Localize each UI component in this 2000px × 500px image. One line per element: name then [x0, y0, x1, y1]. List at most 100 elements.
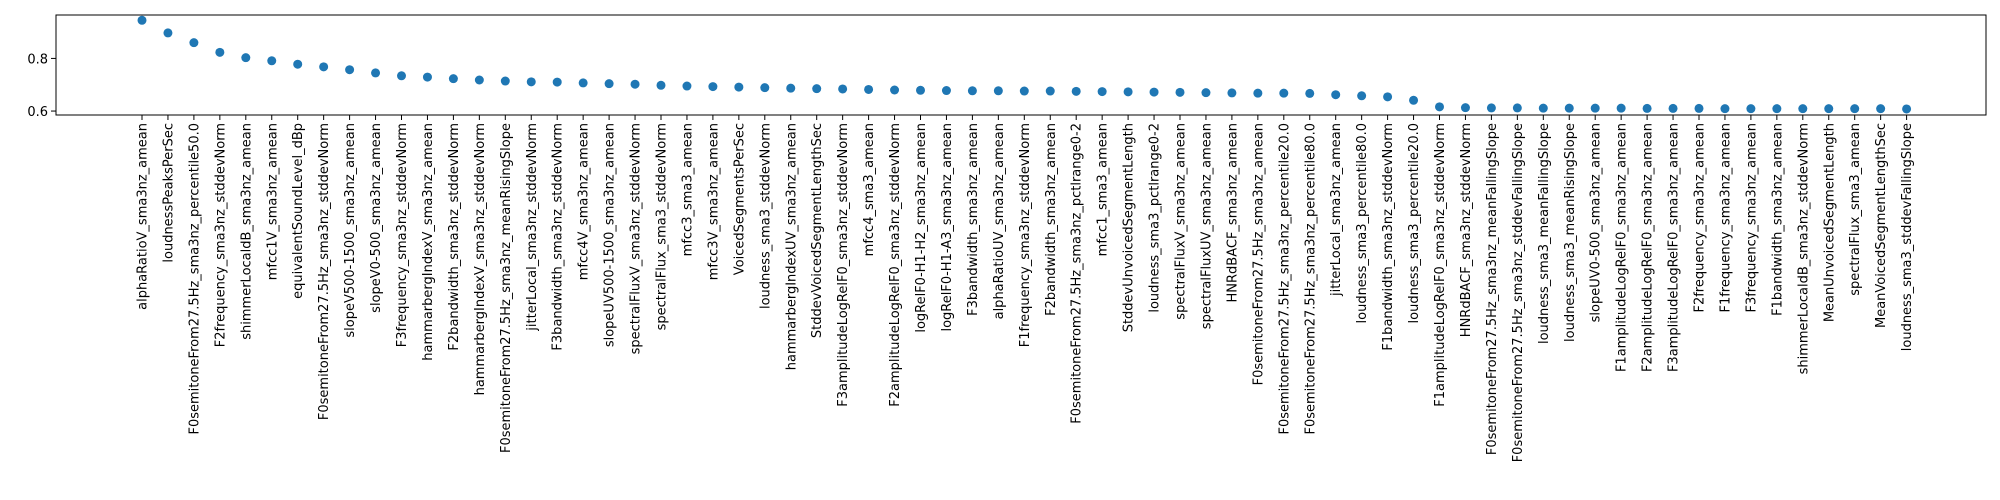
data-point	[552, 77, 562, 87]
x-tick-label: logRelF0-H1-A3_sma3nz_amean	[940, 123, 955, 332]
data-point	[916, 85, 925, 95]
x-tick-label: F1frequency_sma3nz_stddevNorm	[1018, 123, 1033, 347]
x-tick-label: F0semitoneFrom27.5Hz_sma3nz_pctlrange0-2	[1070, 123, 1085, 424]
x-tick-label: loudness_sma3_meanRisingSlope	[1563, 123, 1578, 342]
x-tick-label: MeanVoicedSegmentLengthSec	[1874, 123, 1889, 328]
data-point	[734, 82, 744, 92]
x-tick-label: VoicedSegmentsPerSec	[732, 123, 747, 275]
data-point	[864, 84, 874, 94]
data-point	[656, 80, 666, 90]
data-point	[1486, 103, 1496, 113]
x-tick-label: shimmerLocaldB_sma3nz_stddevNorm	[1796, 123, 1811, 374]
data-point	[1123, 87, 1133, 97]
x-tick-label: StddevVoicedSegmentLengthSec	[810, 123, 825, 338]
data-point	[1201, 88, 1211, 98]
data-point	[1746, 104, 1756, 114]
x-tick-label: F3frequency_sma3nz_stddevNorm	[395, 123, 410, 347]
x-tick-label: F1amplitudeLogRelF0_sma3nz_stddevNorm	[1433, 123, 1448, 407]
data-point	[578, 78, 588, 88]
data-point	[1149, 87, 1159, 97]
data-point	[1019, 86, 1029, 96]
data-point	[1045, 86, 1055, 96]
data-point	[397, 71, 406, 81]
data-point	[1798, 104, 1808, 114]
x-tick-label: F3amplitudeLogRelF0_sma3nz_amean	[1667, 123, 1682, 372]
data-point	[1253, 88, 1263, 98]
x-tick-label: F2bandwidth_sma3nz_stddevNorm	[447, 123, 462, 351]
x-tick-label: jitterLocal_sma3nz_amean	[1329, 123, 1344, 297]
data-point	[1720, 104, 1730, 114]
data-point	[1824, 104, 1834, 114]
x-tick-label: spectralFluxUV_sma3nz_amean	[1199, 123, 1214, 329]
x-tick-label: mfcc4_sma3_amean	[862, 123, 877, 256]
data-point	[241, 53, 251, 63]
data-point	[422, 72, 432, 82]
data-point	[1642, 103, 1652, 113]
data-point	[1357, 91, 1367, 101]
data-point	[1331, 90, 1341, 100]
x-tick-label: loudness_sma3_stddevFallingSlope	[1900, 123, 1915, 351]
x-tick-label: spectralFluxV_sma3nz_stddevNorm	[629, 123, 644, 354]
data-point	[1876, 104, 1886, 114]
data-point	[1590, 103, 1600, 113]
plot-area	[55, 14, 1987, 116]
data-point	[604, 79, 614, 89]
x-tick-label: spectralFluxV_sma3nz_amean	[1174, 123, 1189, 320]
x-tick-label: F3bandwidth_sma3nz_stddevNorm	[551, 123, 566, 351]
data-point	[163, 28, 173, 38]
data-point	[1564, 103, 1574, 113]
x-tick-label: F0semitoneFrom27.5Hz_sma3nz_amean	[1251, 123, 1266, 385]
data-point	[1694, 103, 1704, 113]
data-point	[708, 82, 718, 92]
data-point	[812, 84, 822, 94]
x-tick-label: loudness_sma3_percentile20.0	[1407, 123, 1422, 323]
data-point	[760, 83, 770, 93]
x-tick-label: F1bandwidth_sma3nz_amean	[1770, 123, 1785, 316]
x-tick-label: alphaRatioV_sma3nz_amean	[136, 123, 151, 310]
x-tick-label: F1frequency_sma3nz_amean	[1718, 123, 1733, 313]
data-point	[1668, 103, 1678, 113]
x-tick-label: slopeV0-500_sma3nz_amean	[369, 123, 384, 313]
data-point	[890, 85, 900, 95]
data-point	[1616, 103, 1626, 113]
x-tick-label: F2amplitudeLogRelF0_sma3nz_stddevNorm	[888, 123, 903, 407]
data-point	[1279, 88, 1289, 98]
x-tick-label: slopeUV0-500_sma3nz_amean	[1589, 123, 1604, 322]
x-tick-label: shimmerLocaldB_sma3nz_amean	[239, 123, 254, 340]
data-point	[267, 56, 277, 66]
x-tick-label: spectralFlux_sma3_amean	[1848, 123, 1863, 296]
x-tick-label: loudness_sma3_stddevNorm	[758, 123, 773, 309]
x-tick-label: F2bandwidth_sma3nz_amean	[1044, 123, 1059, 316]
x-tick-label: loudness_sma3_meanFallingSlope	[1537, 123, 1552, 344]
data-point	[1071, 86, 1081, 96]
data-point	[1850, 104, 1860, 114]
x-tick-label: hammarbergIndexUV_sma3nz_amean	[784, 123, 799, 370]
data-point	[474, 75, 484, 85]
data-point	[786, 83, 796, 93]
x-tick-label: slopeV500-1500_sma3nz_amean	[343, 123, 358, 338]
x-tick-label: HNRdBACF_sma3nz_amean	[1225, 123, 1240, 303]
data-point	[345, 65, 355, 75]
x-tick-label: F0semitoneFrom27.5Hz_sma3nz_stddevNorm	[317, 123, 332, 420]
data-point	[189, 38, 199, 48]
data-point	[448, 74, 458, 84]
data-point	[215, 47, 225, 57]
data-point	[1409, 95, 1419, 105]
x-tick-label: F0semitoneFrom27.5Hz_sma3nz_meanFallingS…	[1485, 123, 1500, 455]
x-tick-label: MeanUnvoicedSegmentLength	[1822, 123, 1837, 322]
data-point	[1227, 88, 1237, 98]
data-point	[838, 84, 848, 94]
data-point	[1772, 104, 1782, 114]
data-point	[1460, 103, 1470, 113]
x-tick-label: equivalentSoundLevel_dBp	[291, 123, 306, 299]
x-tick-label: slopeUV500-1500_sma3nz_amean	[603, 123, 618, 347]
x-axis: alphaRatioV_sma3nz_amean loudnessPeaksPer…	[136, 115, 1915, 462]
x-tick-label: alphaRatioUV_sma3nz_amean	[992, 123, 1007, 319]
data-point	[526, 77, 536, 87]
data-point	[967, 86, 977, 96]
data-point	[1097, 87, 1107, 97]
x-tick-label: jitterLocal_sma3nz_stddevNorm	[525, 123, 540, 332]
data-point	[137, 15, 147, 25]
x-tick-label: F0semitoneFrom27.5Hz_sma3nz_meanRisingSl…	[499, 123, 514, 453]
